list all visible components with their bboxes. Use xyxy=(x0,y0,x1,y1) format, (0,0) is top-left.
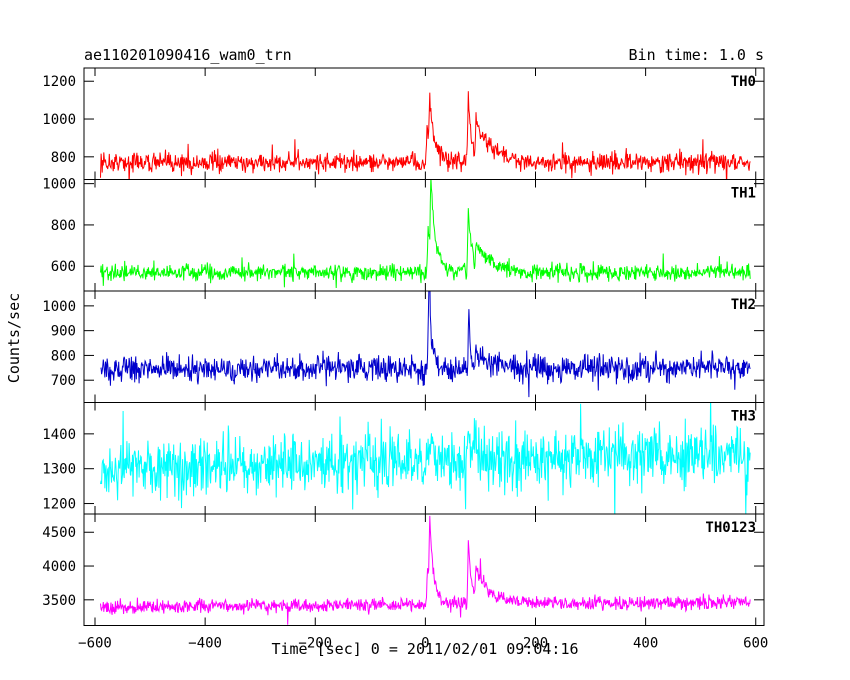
series-th1 xyxy=(100,179,751,289)
x-tick-label: 600 xyxy=(743,636,768,652)
y-axis-label: Counts/sec xyxy=(5,293,23,383)
bin-time-label: Bin time: 1.0 s xyxy=(629,46,764,64)
chart-title: ae110201090416_wam0_trn xyxy=(84,46,292,64)
panel-th1: 600 800 1000 TH1 xyxy=(42,177,765,292)
x-axis-label: Time [sec] 0 = 2011/02/01 09:04:16 xyxy=(271,640,578,658)
panel-label: TH0123 xyxy=(705,520,756,536)
y-tick-label: 1200 xyxy=(42,74,76,90)
y-tick-label: 900 xyxy=(51,324,76,340)
y-tick-label: 1000 xyxy=(42,299,76,315)
y-tick-label: 4000 xyxy=(42,559,76,575)
panel-th2: 700 800 900 1000 TH2 xyxy=(42,290,765,403)
series-th3 xyxy=(100,402,751,514)
panel-label: TH0 xyxy=(731,74,756,90)
panel-th0123: 3500 4000 4500 TH0123 xyxy=(42,513,765,626)
x-tick-label: 400 xyxy=(633,636,658,652)
y-tick-label: 3500 xyxy=(42,593,76,609)
y-tick-label: 800 xyxy=(51,218,76,234)
panel-label: TH2 xyxy=(731,297,756,313)
y-tick-label: 1000 xyxy=(42,112,76,128)
panel-th0: 800 1000 1200 TH0 xyxy=(42,67,765,180)
panel-frame xyxy=(83,290,765,403)
x-tick-label: −400 xyxy=(188,636,222,652)
y-tick-label: 800 xyxy=(51,348,76,364)
panel-frame xyxy=(83,513,765,626)
x-tick-label: 200 xyxy=(523,636,548,652)
y-tick-label: 1400 xyxy=(42,427,76,443)
y-tick-label: 1300 xyxy=(42,462,76,478)
x-axis: −600 −400 −200 0 200 400 600 xyxy=(78,68,768,652)
y-tick-label: 600 xyxy=(51,259,76,275)
panel-label: TH3 xyxy=(731,409,756,425)
series-th2 xyxy=(100,291,751,398)
x-tick-label: −200 xyxy=(298,636,332,652)
y-tick-label: 1200 xyxy=(42,497,76,513)
series-th0 xyxy=(100,91,751,180)
series-th0123 xyxy=(100,515,751,625)
panel-label: TH1 xyxy=(731,186,756,202)
x-tick-label: −600 xyxy=(78,636,112,652)
y-tick-label: 1000 xyxy=(42,177,76,193)
x-tick-label: 0 xyxy=(421,636,429,652)
y-tick-label: 800 xyxy=(51,150,76,166)
panel-th3: 1200 1300 1400 TH3 xyxy=(42,402,765,515)
panels: 800 1000 1200 TH0 600 800 1000 TH1 700 800 900 1000… xyxy=(42,67,765,626)
y-tick-label: 4500 xyxy=(42,525,76,541)
y-tick-label: 700 xyxy=(51,373,76,389)
